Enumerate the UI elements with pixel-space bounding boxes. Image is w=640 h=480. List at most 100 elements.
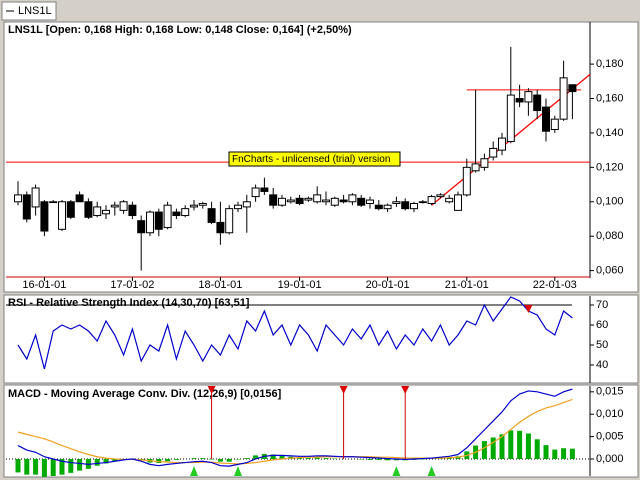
histogram-bar xyxy=(517,430,523,459)
histogram-bar xyxy=(376,458,382,460)
histogram-bar xyxy=(367,458,373,460)
histogram-bar xyxy=(50,458,56,476)
candle-body xyxy=(322,199,330,203)
candle-body xyxy=(357,197,366,206)
candle-body xyxy=(286,199,295,203)
histogram-bar xyxy=(112,458,118,462)
histogram-bar xyxy=(543,445,549,459)
y-tick-label: 0,160 xyxy=(596,92,624,104)
x-tick-label: 17-01-02 xyxy=(110,279,154,291)
histogram-bar xyxy=(446,457,452,459)
sell-signal xyxy=(524,305,533,313)
histogram-bar xyxy=(253,455,259,459)
candle-body xyxy=(40,201,49,232)
candle-body xyxy=(75,194,84,203)
histogram-bar xyxy=(508,430,514,459)
candle-body xyxy=(542,106,550,132)
y-tick-label: 0,015 xyxy=(596,386,624,398)
histogram-bar xyxy=(173,458,179,460)
histogram-bar xyxy=(33,458,39,475)
candle-body xyxy=(462,166,471,196)
candle-body xyxy=(163,204,172,229)
histogram-bar xyxy=(191,458,197,459)
candle-body xyxy=(260,187,269,192)
histogram-bar xyxy=(323,458,329,459)
rsi-line xyxy=(17,296,573,370)
candle-body xyxy=(198,202,207,206)
histogram-bar xyxy=(499,434,505,459)
candle-body xyxy=(366,199,374,204)
candle-body xyxy=(401,201,410,210)
candle-body xyxy=(374,204,383,210)
watermark-box xyxy=(228,151,401,167)
y-tick-label: 0,010 xyxy=(596,408,624,420)
histogram-bar xyxy=(226,458,232,462)
histogram-bar xyxy=(68,458,74,473)
buy-signal xyxy=(234,466,242,476)
candle-body xyxy=(269,194,278,206)
tab-label[interactable]: LNS1L xyxy=(18,5,52,17)
candle-body xyxy=(383,204,392,210)
histogram-bar xyxy=(41,458,47,477)
histogram-bar xyxy=(297,457,303,459)
x-tick-label: 21-01-01 xyxy=(445,279,489,291)
candle-body xyxy=(410,202,418,210)
candle-body xyxy=(14,194,22,203)
y-tick-label: 70 xyxy=(596,299,608,311)
price-title: LNS1L [Open: 0,168 High: 0,168 Low: 0,14… xyxy=(8,24,352,36)
candle-body xyxy=(102,209,110,215)
histogram-bar xyxy=(569,448,575,459)
candle-body xyxy=(216,221,225,234)
y-tick-label: 0,005 xyxy=(596,431,624,443)
y-tick-label: 0,000 xyxy=(596,453,624,465)
histogram-bar xyxy=(534,439,540,459)
candle-body xyxy=(234,204,242,210)
candle-body xyxy=(128,204,137,217)
histogram-bar xyxy=(156,458,162,464)
candle-body xyxy=(110,204,119,208)
candle-body xyxy=(225,208,234,234)
candle-body xyxy=(489,147,498,158)
candle-body xyxy=(242,201,251,208)
histogram-bar xyxy=(270,454,276,459)
y-tick-label: 60 xyxy=(596,319,608,331)
candle-body xyxy=(251,187,260,198)
histogram-bar xyxy=(385,458,391,461)
candle-body xyxy=(445,197,454,203)
histogram-bar xyxy=(165,458,171,462)
y-tick-label: 40 xyxy=(596,359,608,371)
x-tick-label: 22-01-03 xyxy=(533,279,577,291)
candle-body xyxy=(49,201,58,204)
tab[interactable] xyxy=(1,1,57,21)
watermark-text: FnCharts - unlicensed (trial) version xyxy=(232,154,390,165)
candle-body xyxy=(137,220,146,234)
buy-signal xyxy=(392,466,401,476)
y-tick-label: 0,100 xyxy=(596,196,624,208)
candle-body xyxy=(278,197,286,206)
candle-body xyxy=(471,163,480,172)
candle-body xyxy=(339,199,348,203)
histogram-bar xyxy=(217,458,223,462)
rsi-title: RSI - Relative Strength Index (14,30,70)… xyxy=(8,297,250,309)
candle-body xyxy=(436,194,445,198)
candle-body xyxy=(568,84,577,93)
y-tick-label: 0,060 xyxy=(596,265,624,277)
signal-line xyxy=(17,398,573,465)
histogram-bar xyxy=(561,448,567,459)
candle-body xyxy=(119,201,128,211)
candle-body xyxy=(93,206,102,217)
candle-body xyxy=(313,194,322,203)
candle-body xyxy=(330,197,339,206)
candle-body xyxy=(559,77,568,120)
buy-signal xyxy=(190,466,198,476)
histogram-bar xyxy=(77,458,83,471)
x-tick-label: 19-01-01 xyxy=(278,279,322,291)
candle-body xyxy=(31,187,40,208)
histogram-bar xyxy=(15,458,21,473)
y-tick-label: 0,080 xyxy=(596,230,624,242)
histogram-bar xyxy=(393,458,399,461)
histogram-bar xyxy=(490,437,496,459)
candle-body xyxy=(392,201,401,204)
x-tick-label: 18-01-01 xyxy=(198,279,242,291)
